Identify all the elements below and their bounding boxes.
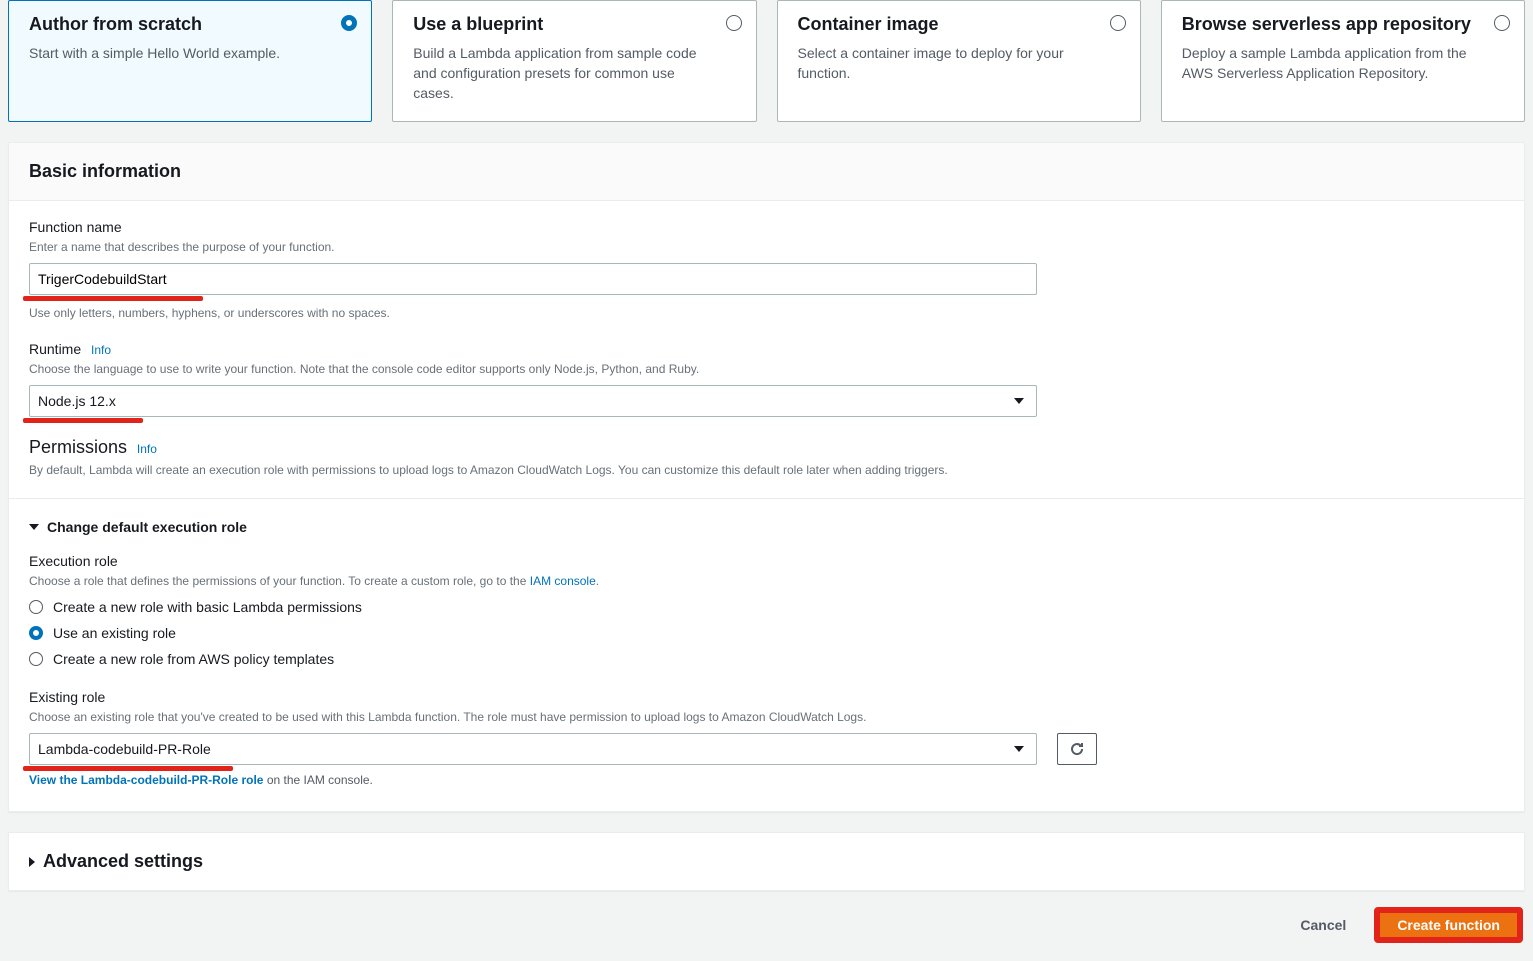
runtime-info-link[interactable]: Info [91, 343, 111, 357]
radio-icon [726, 15, 742, 31]
role-option-existing[interactable]: Use an existing role [29, 625, 1504, 641]
radio-icon [29, 626, 43, 640]
option-title: Container image [798, 13, 1094, 35]
permissions-section: Permissions Info By default, Lambda will… [29, 437, 1504, 478]
radio-icon [29, 652, 43, 666]
role-option-create-basic[interactable]: Create a new role with basic Lambda perm… [29, 599, 1504, 615]
runtime-help: Choose the language to use to write your… [29, 361, 1504, 377]
advanced-settings-panel: Advanced settings [8, 832, 1525, 891]
cancel-button[interactable]: Cancel [1280, 909, 1366, 941]
radio-icon [1494, 15, 1510, 31]
advanced-settings-expander[interactable]: Advanced settings [29, 851, 1504, 872]
role-option-label: Create a new role from AWS policy templa… [53, 651, 334, 667]
create-function-button[interactable]: Create function [1376, 909, 1521, 941]
panel-title: Basic information [9, 143, 1524, 201]
option-title: Browse serverless app repository [1182, 13, 1478, 35]
radio-icon [1110, 15, 1126, 31]
form-actions: Cancel Create function [8, 909, 1525, 941]
role-option-policy-templates[interactable]: Create a new role from AWS policy templa… [29, 651, 1504, 667]
existing-role-label: Existing role [29, 689, 1504, 705]
option-desc: Build a Lambda application from sample c… [413, 43, 709, 103]
option-use-blueprint[interactable]: Use a blueprint Build a Lambda applicati… [392, 0, 756, 122]
role-option-label: Create a new role with basic Lambda perm… [53, 599, 362, 615]
refresh-roles-button[interactable] [1057, 733, 1097, 765]
permissions-info-link[interactable]: Info [137, 442, 157, 456]
existing-role-select[interactable]: Lambda-codebuild-PR-Role [29, 733, 1037, 765]
runtime-section: Runtime Info Choose the language to use … [29, 341, 1504, 417]
runtime-select[interactable]: Node.js 12.x [29, 385, 1037, 417]
execution-role-label: Execution role [29, 553, 1504, 569]
caret-down-icon [1014, 746, 1024, 752]
runtime-value: Node.js 12.x [38, 393, 116, 409]
iam-console-link[interactable]: IAM console [530, 574, 596, 588]
existing-role-help: Choose an existing role that you've crea… [29, 709, 1504, 725]
option-desc: Select a container image to deploy for y… [798, 43, 1094, 83]
advanced-settings-label: Advanced settings [43, 851, 203, 872]
function-name-label: Function name [29, 219, 1504, 235]
basic-information-panel: Basic information Function name Enter a … [8, 142, 1525, 812]
chevron-down-icon [29, 524, 39, 530]
permissions-help: By default, Lambda will create an execut… [29, 462, 1504, 478]
refresh-icon [1069, 741, 1085, 757]
option-desc: Deploy a sample Lambda application from … [1182, 43, 1478, 83]
option-title: Use a blueprint [413, 13, 709, 35]
function-name-input[interactable] [29, 263, 1037, 295]
view-role-link[interactable]: View the Lambda-codebuild-PR-Role role [29, 773, 263, 787]
option-serverless-repo[interactable]: Browse serverless app repository Deploy … [1161, 0, 1525, 122]
runtime-label: Runtime [29, 341, 81, 357]
function-name-hint: Use only letters, numbers, hyphens, or u… [29, 305, 1504, 321]
divider [9, 498, 1524, 499]
existing-role-value: Lambda-codebuild-PR-Role [38, 741, 211, 757]
execution-role-expander[interactable]: Change default execution role [29, 519, 1504, 535]
function-name-section: Function name Enter a name that describe… [29, 219, 1504, 321]
creation-mode-cards: Author from scratch Start with a simple … [8, 0, 1525, 122]
caret-down-icon [1014, 398, 1024, 404]
view-role-note: View the Lambda-codebuild-PR-Role role o… [29, 773, 1504, 787]
option-title: Author from scratch [29, 13, 325, 35]
option-desc: Start with a simple Hello World example. [29, 43, 325, 63]
execution-role-section: Change default execution role Execution … [29, 519, 1504, 787]
radio-icon [341, 15, 357, 31]
permissions-label: Permissions [29, 437, 127, 457]
radio-icon [29, 600, 43, 614]
function-name-help: Enter a name that describes the purpose … [29, 239, 1504, 255]
chevron-right-icon [29, 857, 35, 867]
execution-role-help: Choose a role that defines the permissio… [29, 573, 1504, 589]
option-author-from-scratch[interactable]: Author from scratch Start with a simple … [8, 0, 372, 122]
role-option-label: Use an existing role [53, 625, 176, 641]
expander-label: Change default execution role [47, 519, 247, 535]
option-container-image[interactable]: Container image Select a container image… [777, 0, 1141, 122]
